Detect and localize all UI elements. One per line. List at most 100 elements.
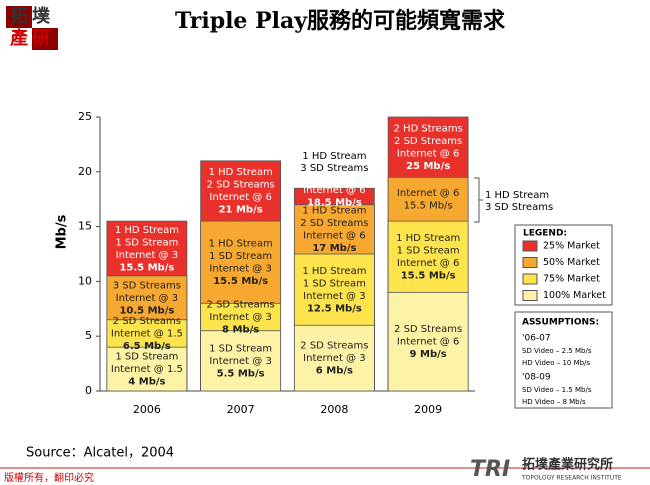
segment-note: 2 SD Streams [300,218,368,229]
segment-note: Internet @ 1.5 [111,328,183,339]
segment-note: Internet @ 6 [397,188,459,199]
segment-note: Internet @ 3 [116,250,178,261]
segment-note: Internet @ 6 [397,258,459,269]
legend-label: 25% Market [543,241,600,252]
legend-label: 100% Market [543,290,606,301]
segment-note: Internet @ 6 [303,185,365,196]
data-label: 21 Mb/s [219,205,263,216]
segment-note: 1 SD Stream [209,343,272,354]
logo-text: 產研 [10,27,54,49]
annotation: 3 SD Streams [485,202,553,213]
annotation: 1 HD Stream [485,190,549,201]
data-label: 8 Mb/s [222,325,259,336]
bar [387,291,469,392]
segment-note: 2 HD Streams [393,123,462,134]
assumptions-box [514,311,613,409]
data-label: 10.5 Mb/s [119,305,174,316]
slide-title: Triple Play服務的可能頻寬需求 [175,8,505,34]
legend-title: LEGEND: [523,229,567,239]
assumption-item: HD Video – 8 Mb/s [522,398,586,406]
bar [293,324,375,392]
logo-block [32,28,58,50]
legend-swatch [522,257,538,268]
data-label: 6.5 Mb/s [123,341,171,352]
segment-note: 2 SD Streams [207,180,275,191]
logo-text: 拓墣 [10,5,54,27]
annotation: 1 HD Stream [302,151,366,162]
segment-note: Internet @ 6 [209,192,271,203]
y-tick-label: 0 [85,384,92,397]
segment-note: Internet @ 6 [303,231,365,242]
brand-sub: TOPOLOGY RESEARCH INSTITUTE [521,475,622,482]
segment-note: Internet @ 3 [116,293,178,304]
segment-note: Internet @ 6 [397,148,459,159]
legend-swatch [522,240,538,252]
data-label: 6 Mb/s [316,366,353,377]
segment-note: 2 SD Streams [207,300,275,311]
data-label: 15.5 Mb/s [119,262,174,273]
brand-name: 拓墣產業研究所 [522,457,613,473]
segment-note: Internet @ 6 [397,337,459,348]
segment-note: 1 SD Stream [303,278,366,289]
assumption-item: SD Video – 1.5 Mb/s [522,386,592,394]
assumption-item: SD Video – 2.5 Mb/s [522,347,592,355]
segment-note: 1 SD Stream [209,251,272,262]
legend-label: 75% Market [543,274,600,285]
x-tick-label: 2006 [133,403,161,416]
y-tick-label: 5 [85,329,92,342]
bracket [474,177,483,223]
logo-block [6,6,32,28]
data-label: 9 Mb/s [410,349,447,360]
data-label: 25 Mb/s [406,161,450,172]
data-label: 12.5 Mb/s [307,303,362,314]
data-label: 15.5 Mb/s [213,276,268,287]
segment-note: Internet @ 3 [303,353,365,364]
segment-note: Internet @ 1.5 [111,364,183,375]
assumption-period: '06-07 [522,334,551,344]
data-label: 4 Mb/s [128,377,165,388]
legend-swatch [522,290,538,301]
segment-note: 1 SD Stream [115,237,178,248]
segment-note: 2 SD Streams [394,136,462,147]
segment-note: 3 SD Streams [113,280,181,291]
y-tick-label: 10 [78,274,92,287]
footer: 版權所有，翻印必究 [4,471,94,484]
data-label: 17 Mb/s [312,243,356,254]
x-tick-label: 2007 [227,403,255,416]
bar [106,346,188,392]
data-label: 18.5 Mb/s [307,198,362,209]
segment-note: 1 HD Stream [209,167,273,178]
segment-note: 1 HD Stream [396,233,460,244]
segment-note: 1 HD Stream [302,206,366,217]
source: Source：Alcatel，2004 [26,446,174,461]
segment-note: Internet @ 3 [209,263,271,274]
x-tick-label: 2008 [320,403,348,416]
data-label: 15.5 Mb/s [401,270,456,281]
segment-note: Internet @ 3 [303,291,365,302]
segment-note: 15.5 Mb/s [404,200,453,211]
bar [200,330,282,392]
segment-note: 1 SD Stream [115,352,178,363]
legend-label: 50% Market [543,257,600,268]
segment-note: 2 SD Streams [300,341,368,352]
y-tick-label: 15 [78,220,92,233]
legend-swatch [522,273,538,285]
y-tick-label: 25 [78,110,92,123]
y-tick-label: 20 [78,165,92,178]
segment-note: Internet @ 3 [209,312,271,323]
segment-note: 2 SD Streams [113,316,181,327]
assumptions-title: ASSUMPTIONS: [522,318,599,328]
segment-note: 1 HD Stream [209,238,273,249]
segment-note: 1 HD Stream [115,225,179,236]
data-label: 5.5 Mb/s [217,368,265,379]
assumption-period: '08-09 [522,373,551,383]
x-tick-label: 2009 [414,403,442,416]
segment-note: 1 HD Stream [302,266,366,277]
assumption-item: HD Video – 10 Mb/s [522,359,590,367]
annotation: 3 SD Streams [300,163,368,174]
segment-note: 1 SD Stream [397,245,460,256]
segment-note: 2 SD Streams [394,324,462,335]
brand-mark: TRI [470,457,510,482]
